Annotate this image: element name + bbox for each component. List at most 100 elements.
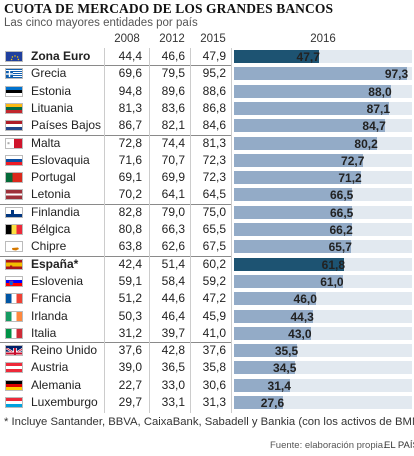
value-2015: 41,0: [202, 325, 226, 340]
table-row: Bélgica 80,8 66,3 65,5 66,2: [0, 221, 414, 238]
column-header-2015: 2015: [200, 33, 226, 45]
country-label: Países Bajos: [31, 118, 102, 133]
value-2015: 30,6: [202, 377, 226, 392]
value-2008: 42,4: [118, 256, 142, 271]
flag-fi-icon: [5, 206, 23, 218]
value-2008: 29,7: [118, 395, 142, 409]
bar-2016: [234, 326, 311, 340]
value-2015: 95,2: [202, 66, 226, 81]
country-label: Malta: [31, 135, 61, 150]
value-2012: 33,1: [161, 395, 185, 409]
chart-subtitle: Las cinco mayores entidades por país: [4, 17, 198, 29]
bar-2016: [234, 119, 385, 133]
value-2012: 58,4: [161, 273, 185, 288]
value-2012: 33,0: [161, 377, 185, 392]
value-2012: 44,6: [161, 291, 185, 306]
bar-2016: [234, 361, 296, 375]
flag-lu-icon: [5, 397, 23, 408]
group-separator: [0, 255, 232, 257]
value-2008: 50,3: [118, 308, 142, 323]
bar-value-label: 61,8: [321, 257, 345, 272]
group-separator: [0, 65, 232, 67]
flag-lt-icon: [5, 102, 23, 114]
value-2012: 39,7: [161, 325, 185, 340]
value-2008: 31,2: [118, 325, 142, 340]
value-2015: 59,2: [202, 273, 226, 288]
column-header-2016: 2016: [310, 33, 336, 45]
bar-2016: [234, 153, 364, 167]
country-label: Luxemburgo: [31, 395, 98, 409]
bar-value-label: 97,3: [384, 67, 409, 82]
value-2008: 59,1: [118, 273, 142, 288]
table-row: Lituania 81,3 83,6 86,8 87,1: [0, 100, 414, 117]
country-label: Bélgica: [31, 222, 71, 236]
value-2015: 84,6: [202, 118, 226, 133]
value-2008: 71,6: [118, 152, 142, 167]
table-row: Alemania 22,7 33,0 30,6 31,4: [0, 377, 414, 394]
column-divider: [190, 48, 191, 413]
flag-es-icon: [5, 258, 23, 270]
bar-2016: [234, 240, 351, 254]
group-separator: [0, 203, 232, 205]
value-2015: 72,3: [202, 152, 226, 167]
table-row: Grecia 69,6 79,5 95,2 97,3: [0, 65, 414, 82]
value-2012: 64,1: [161, 187, 185, 202]
table-row: Francia 51,2 44,6 47,2 46,0: [0, 290, 414, 307]
flag-it-icon: [5, 327, 23, 339]
bar-2016: [234, 223, 352, 236]
value-2015: 31,3: [202, 395, 226, 409]
bar-value-label: 87,1: [366, 101, 391, 116]
column-divider: [104, 48, 105, 413]
bar-value-label: 66,2: [329, 223, 353, 237]
flag-be-icon: [5, 224, 23, 235]
country-label: Eslovaquia: [31, 152, 90, 167]
value-2008: 37,6: [118, 343, 142, 358]
value-2012: 46,4: [161, 308, 185, 323]
value-2008: 44,4: [118, 49, 142, 63]
table-row: Luxemburgo 29,7 33,1 31,3 27,6: [0, 394, 414, 411]
value-2012: 74,4: [161, 135, 185, 150]
value-2008: 70,2: [118, 187, 142, 202]
bar-track: 84,7: [234, 119, 412, 134]
value-2015: 81,3: [202, 135, 226, 150]
bar-value-label: 61,0: [320, 274, 344, 289]
table-row: Eslovaquia 71,6 70,7 72,3 72,7: [0, 152, 414, 169]
bar-value-label: 43,0: [288, 326, 312, 341]
bar-2016: [234, 136, 377, 150]
bar-value-label: 84,7: [362, 119, 386, 134]
bar-track: 34,5: [234, 361, 412, 375]
bar-track: 27,6: [234, 396, 412, 410]
table-row: Reino Unido 37,6 42,8 37,6 35,5: [0, 342, 414, 359]
flag-fr-icon: [5, 293, 23, 305]
bar-value-label: 71,2: [338, 171, 362, 186]
table-row: Malta 72,8 74,4 81,3 80,2: [0, 135, 414, 152]
flag-lv-icon: [5, 189, 23, 201]
country-label: Italia: [31, 325, 57, 340]
bar-track: 47,7: [234, 50, 412, 64]
country-label: Francia: [31, 291, 72, 306]
value-2012: 83,6: [161, 100, 185, 115]
value-2015: 35,8: [202, 360, 226, 375]
value-2012: 89,6: [161, 83, 185, 98]
bar-track: 46,0: [234, 292, 412, 307]
country-label: Eslovenia: [31, 273, 84, 288]
bar-2016: [234, 67, 408, 81]
flag-mt-icon: [5, 137, 23, 149]
column-header-2008: 2008: [114, 33, 140, 45]
source-note: Fuente: elaboración propia.: [270, 440, 386, 451]
footnote: * Incluye Santander, BBVA, CaixaBank, Sa…: [4, 416, 414, 428]
bar-track: 61,8: [234, 257, 412, 272]
bar-value-label: 27,6: [260, 396, 285, 410]
bar-value-label: 72,7: [341, 153, 365, 168]
value-2015: 60,2: [202, 256, 226, 271]
value-2008: 72,8: [118, 135, 142, 150]
flag-at-icon: [5, 362, 23, 374]
value-2015: 64,5: [202, 187, 226, 202]
bar-value-label: 88,0: [368, 84, 392, 99]
bar-value-label: 66,5: [330, 205, 354, 220]
bar-value-label: 35,5: [274, 344, 299, 359]
bar-value-label: 46,0: [293, 292, 317, 307]
value-2012: 42,8: [161, 343, 185, 358]
value-2015: 65,5: [202, 222, 226, 236]
bar-track: 72,7: [234, 153, 412, 168]
